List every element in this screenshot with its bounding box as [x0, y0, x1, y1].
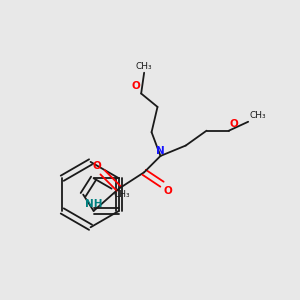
Text: O: O — [230, 119, 238, 129]
Text: NH: NH — [85, 199, 102, 209]
Text: O: O — [164, 186, 172, 196]
Text: CH₃: CH₃ — [136, 62, 152, 71]
Text: CH₃: CH₃ — [113, 190, 130, 199]
Text: N: N — [156, 146, 165, 156]
Text: O: O — [92, 161, 101, 171]
Text: O: O — [132, 81, 141, 91]
Text: CH₃: CH₃ — [250, 111, 266, 120]
